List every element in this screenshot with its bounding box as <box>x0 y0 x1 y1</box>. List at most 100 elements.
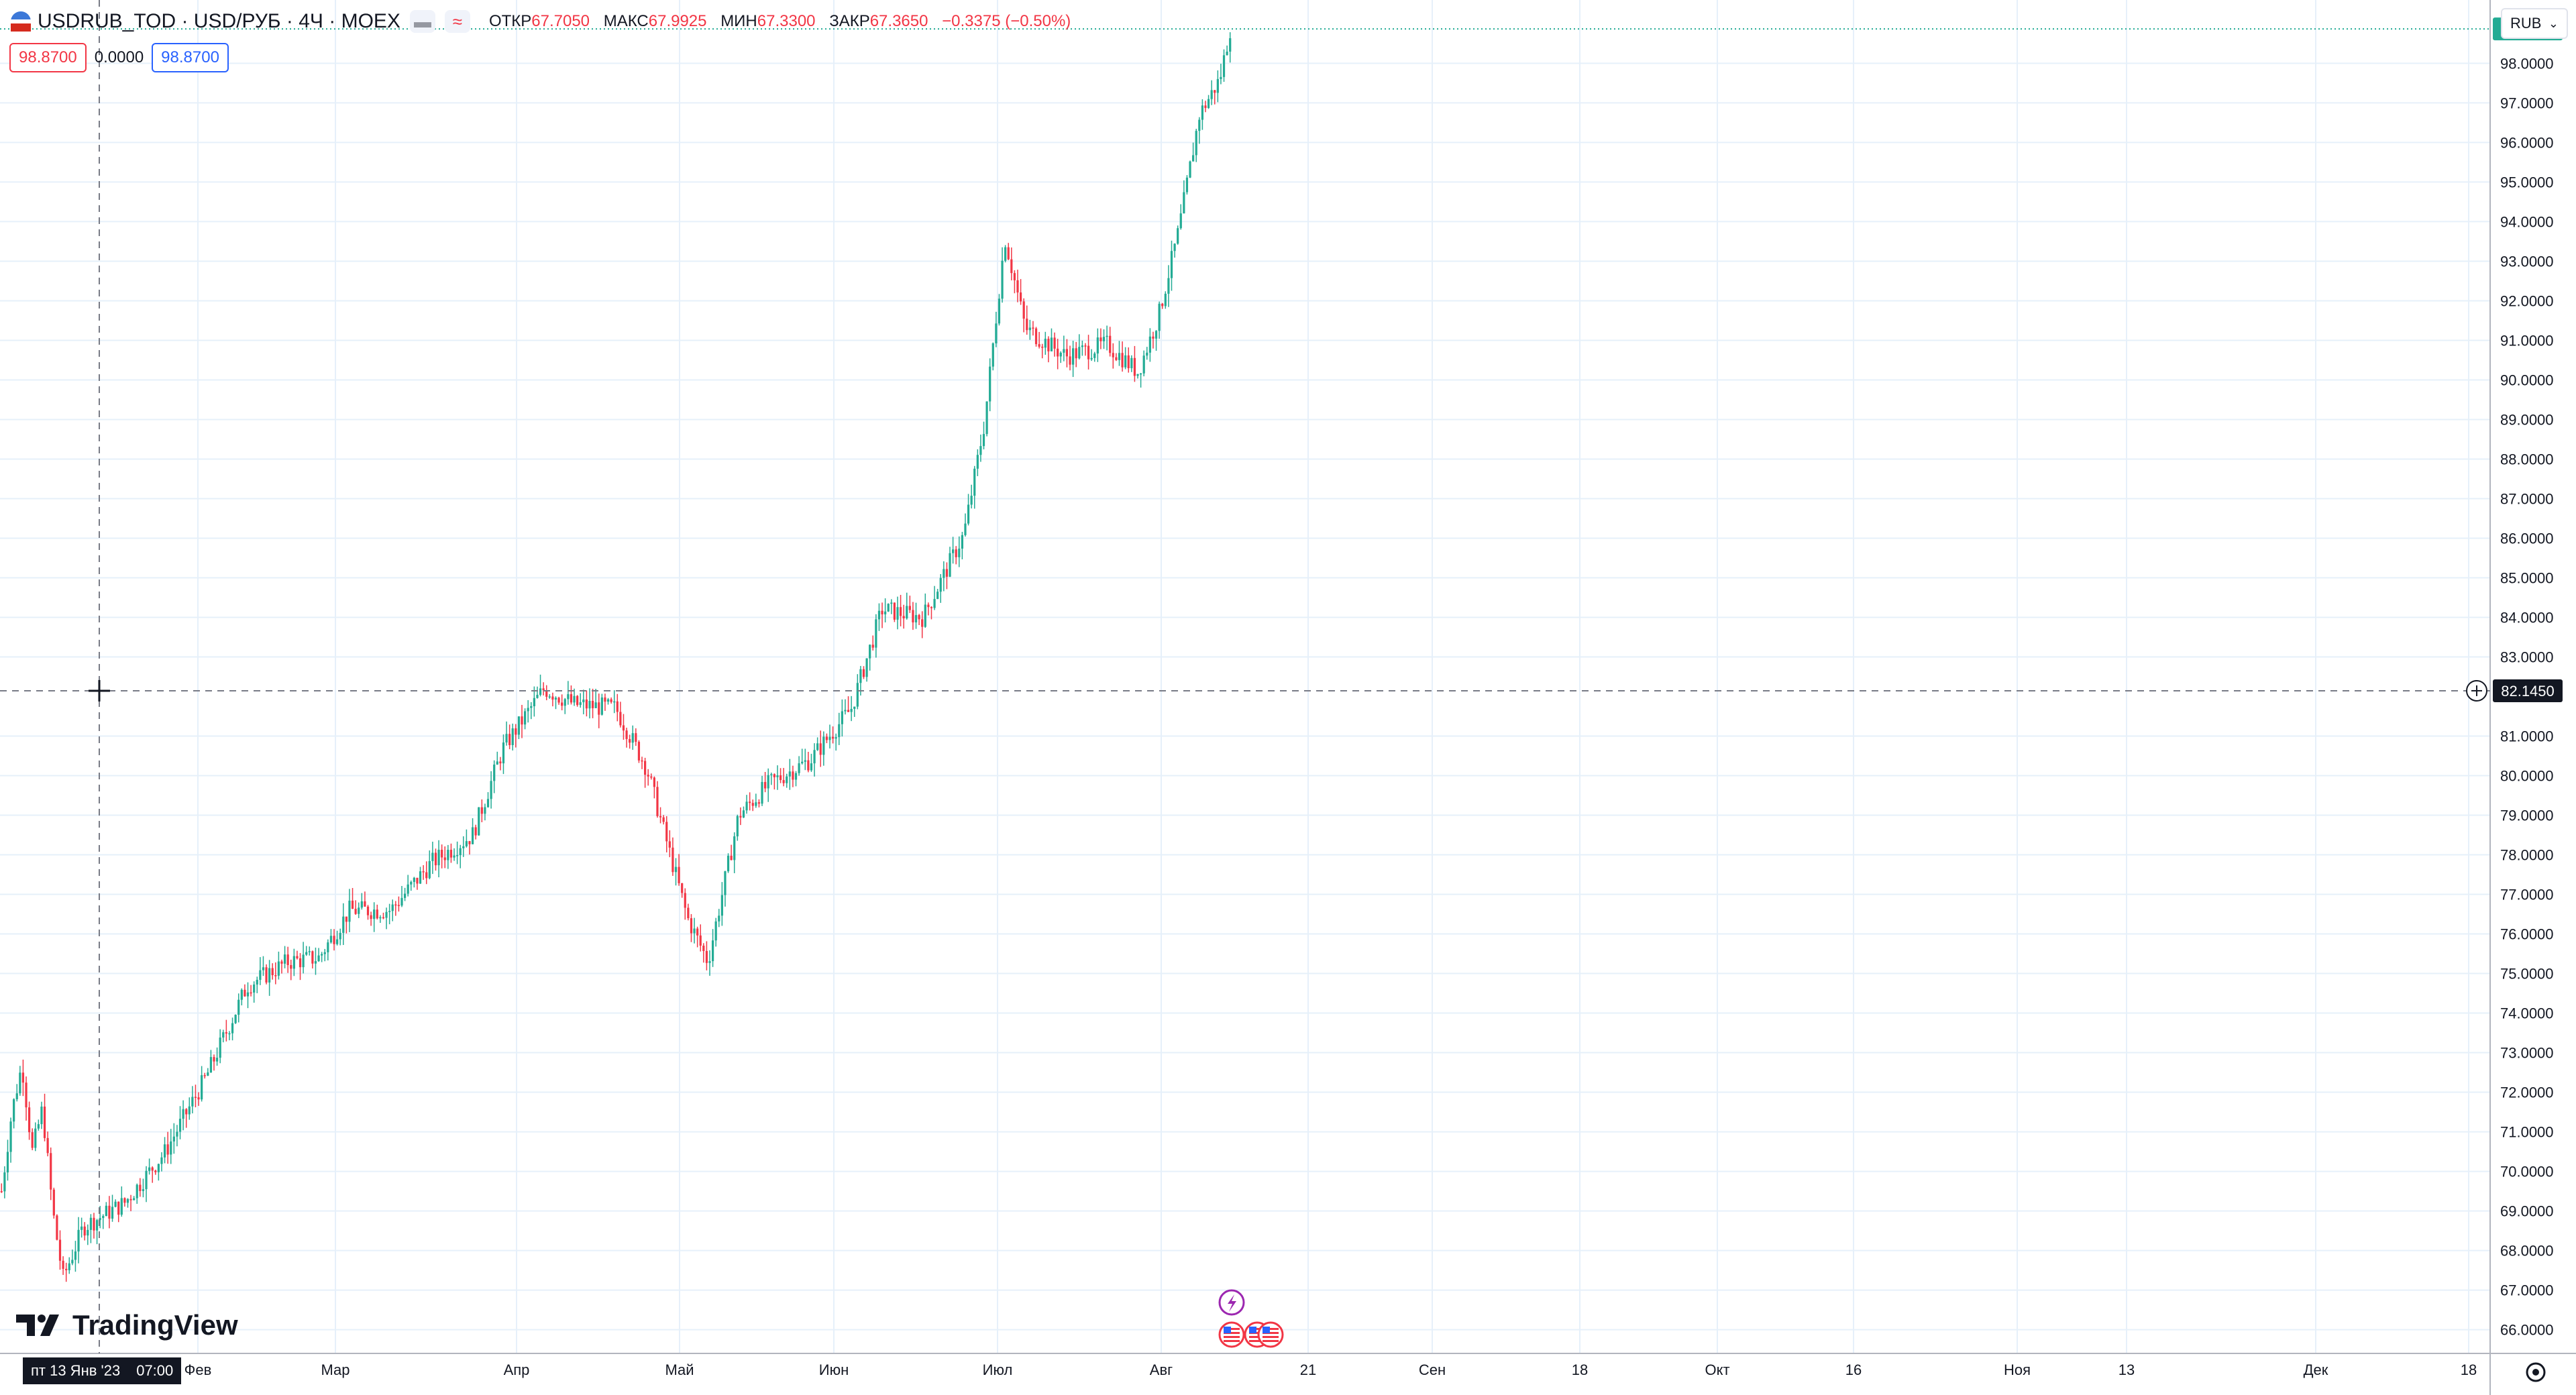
candle-body <box>828 736 831 740</box>
candle-body <box>1047 339 1050 351</box>
price-tick-label: 89.0000 <box>2500 411 2554 428</box>
currency-dropdown[interactable]: RUB ⌄ <box>2501 8 2568 39</box>
candle-body <box>441 850 443 858</box>
candle-body <box>635 733 637 742</box>
candle-body <box>822 736 825 755</box>
tradingview-logo[interactable]: TradingView <box>15 1309 238 1341</box>
candle-body <box>1075 348 1077 359</box>
candle-body <box>237 999 240 1015</box>
time-tick-label: Авг <box>1150 1361 1173 1378</box>
candle-body <box>117 1201 120 1215</box>
chevron-down-icon: ⌄ <box>2548 16 2559 30</box>
candle-body <box>203 1075 206 1076</box>
candle-body <box>702 946 705 951</box>
candle-body <box>542 688 545 691</box>
price-axis[interactable]: 98.0000 97.0000 96.0000 95.0000 94.0000 93.00… <box>2500 55 2554 1338</box>
price-tick-label: 81.0000 <box>2500 728 2554 745</box>
candle-body <box>201 1075 203 1100</box>
candle-body <box>176 1131 178 1137</box>
candle-body <box>68 1263 70 1270</box>
candle-body <box>1102 337 1106 341</box>
time-tick-label: 13 <box>2118 1361 2135 1378</box>
candle-body <box>290 964 292 969</box>
candle-body <box>102 1216 105 1219</box>
candle-body <box>641 760 643 762</box>
candle-body <box>871 645 874 648</box>
price-box-blue[interactable]: 98.8700 <box>152 43 229 72</box>
candle-body <box>844 710 847 712</box>
candle-body <box>884 611 887 615</box>
candle-body <box>499 761 502 764</box>
event-markers[interactable] <box>1218 1289 1284 1348</box>
candle-body <box>407 884 409 894</box>
candle-body <box>6 1152 9 1173</box>
candle-body <box>3 1172 6 1192</box>
candle-body <box>308 951 311 952</box>
candle-body <box>21 1072 25 1083</box>
candle-body <box>437 850 440 866</box>
candle-body <box>397 905 400 906</box>
candle-body <box>1063 349 1065 353</box>
candle-body <box>213 1057 215 1062</box>
candle-body <box>881 610 883 615</box>
time-axis[interactable]: Фев Мар Апр Май Июн Июл Авг 21 Сен 18 Окт 16 Ноя 13 Де… <box>184 1361 2477 1378</box>
compare-icon[interactable]: ≈ <box>444 10 470 33</box>
plus-circle-icon[interactable] <box>2466 679 2487 702</box>
us-flag-event-icon[interactable] <box>1218 1321 1245 1348</box>
candle-body <box>906 606 908 618</box>
ohlc-values: ОТКР67.7050 МАКС67.9925 МИН67.3300 ЗАКР6… <box>489 12 1080 31</box>
price-tick-label: 66.0000 <box>2500 1322 2554 1339</box>
candle-body <box>767 775 769 789</box>
low-label: МИН <box>720 12 757 30</box>
gear-icon[interactable] <box>2526 1362 2546 1382</box>
price-box-red[interactable]: 98.8700 <box>9 43 87 72</box>
candle-body <box>853 706 856 710</box>
candle-body <box>711 940 714 962</box>
candle-body <box>280 961 283 964</box>
candle-body <box>225 1032 227 1034</box>
candle-body <box>511 728 514 745</box>
candle-body <box>730 855 733 860</box>
candle-body <box>77 1229 80 1251</box>
symbol-name[interactable]: USDRUB_TOD · USD/РУБ · 4Ч · MOEX <box>38 10 400 32</box>
price-tick-label: 96.0000 <box>2500 134 2554 151</box>
candle-body <box>813 750 816 764</box>
candle-body <box>209 1057 213 1073</box>
candle-body <box>949 553 951 577</box>
candle-body <box>1109 335 1112 353</box>
candle-body <box>955 549 957 557</box>
candle-body <box>1026 319 1028 331</box>
candle-body <box>422 871 425 873</box>
candle-body <box>314 961 317 964</box>
minus-icon[interactable]: ▬ <box>409 10 435 33</box>
candle-body <box>219 1038 221 1058</box>
candle-body <box>434 852 437 866</box>
candle-body <box>354 909 357 914</box>
candle-body <box>231 1023 234 1034</box>
candle-body <box>302 954 305 968</box>
candle-body <box>490 781 492 799</box>
candle-body <box>1053 337 1056 349</box>
candle-body <box>579 702 582 706</box>
candle-body <box>619 712 622 726</box>
candle-body <box>50 1153 52 1190</box>
candle-body <box>1173 243 1176 252</box>
candle-body <box>1216 78 1219 93</box>
candle-body <box>31 1132 34 1148</box>
candle-body <box>56 1215 58 1240</box>
candle-body <box>505 734 508 743</box>
us-flag-event-icon[interactable] <box>1257 1321 1284 1348</box>
candle-body <box>816 743 819 750</box>
tradingview-logo-icon <box>16 1315 59 1336</box>
candle-body <box>678 867 680 883</box>
candle-body <box>133 1198 136 1201</box>
flag-icon <box>11 11 31 32</box>
candle-body <box>1069 356 1071 365</box>
lightning-event-icon[interactable] <box>1218 1289 1245 1316</box>
candle-body <box>342 916 345 933</box>
price-tick-label: 73.0000 <box>2500 1045 2554 1062</box>
symbol-legend: USDRUB_TOD · USD/РУБ · 4Ч · MOEX ▬ ≈ ОТК… <box>9 7 1080 36</box>
candle-body <box>755 802 757 806</box>
